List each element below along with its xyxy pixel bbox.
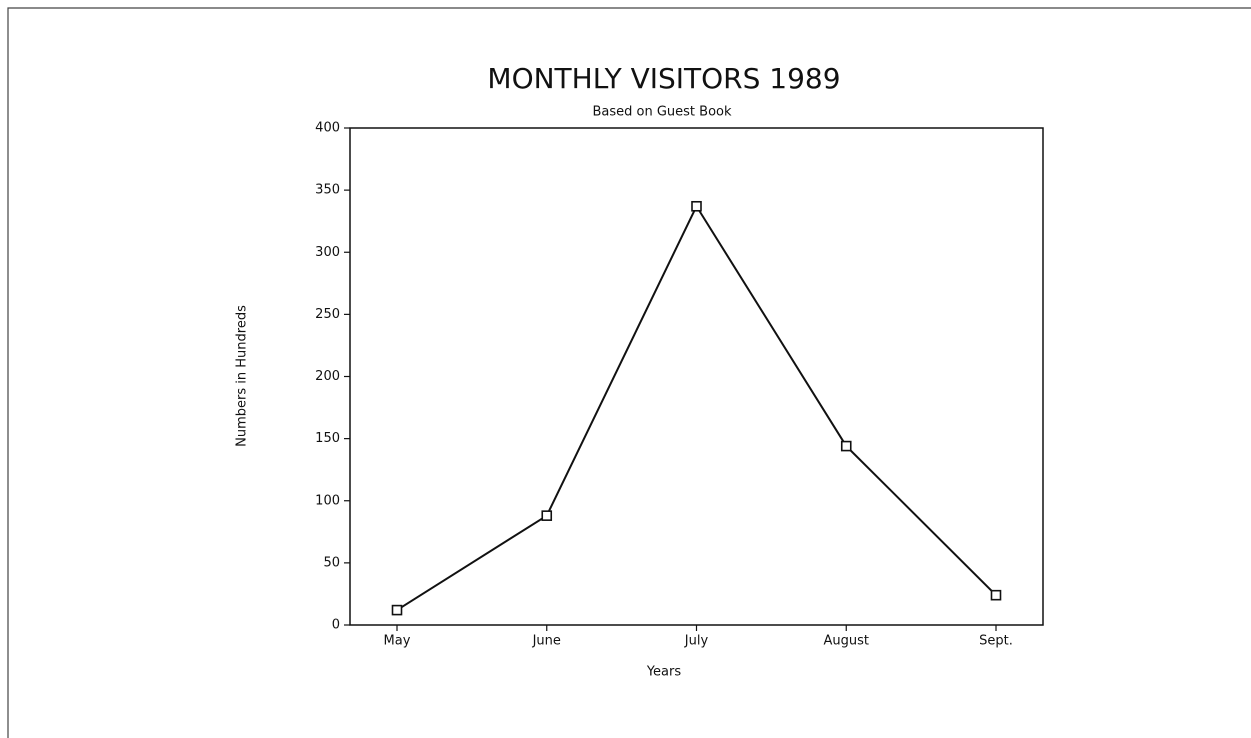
y-tick-label: 300 <box>315 245 340 260</box>
y-tick-label: 0 <box>332 618 340 633</box>
x-tick-label: May <box>384 634 411 649</box>
x-tick-label: June <box>532 634 561 649</box>
y-tick-label: 200 <box>315 369 340 384</box>
marker <box>840 440 852 452</box>
marker <box>691 200 702 212</box>
x-tick-label: Sept. <box>979 634 1013 649</box>
y-tick-label: 50 <box>323 555 340 570</box>
chart-subtitle: Based on Guest Book <box>592 105 732 120</box>
marker <box>541 510 553 521</box>
chart-title: MONTHLY VISITORS 1989 <box>487 62 840 95</box>
y-tick-label: 350 <box>315 183 340 198</box>
x-tick-label: July <box>684 634 709 649</box>
x-axis-label: Years <box>646 665 682 680</box>
y-tick-label: 400 <box>315 121 340 136</box>
y-tick-label: 100 <box>315 493 340 508</box>
page-frame <box>7 7 1251 738</box>
y-tick-label: 150 <box>315 431 340 446</box>
line <box>396 204 997 611</box>
marker <box>391 604 403 616</box>
y-tick-label: 250 <box>315 307 340 322</box>
y-axis-label: Numbers in Hundreds <box>235 305 250 447</box>
marker <box>990 589 1002 601</box>
x-tick-label: August <box>824 634 870 649</box>
